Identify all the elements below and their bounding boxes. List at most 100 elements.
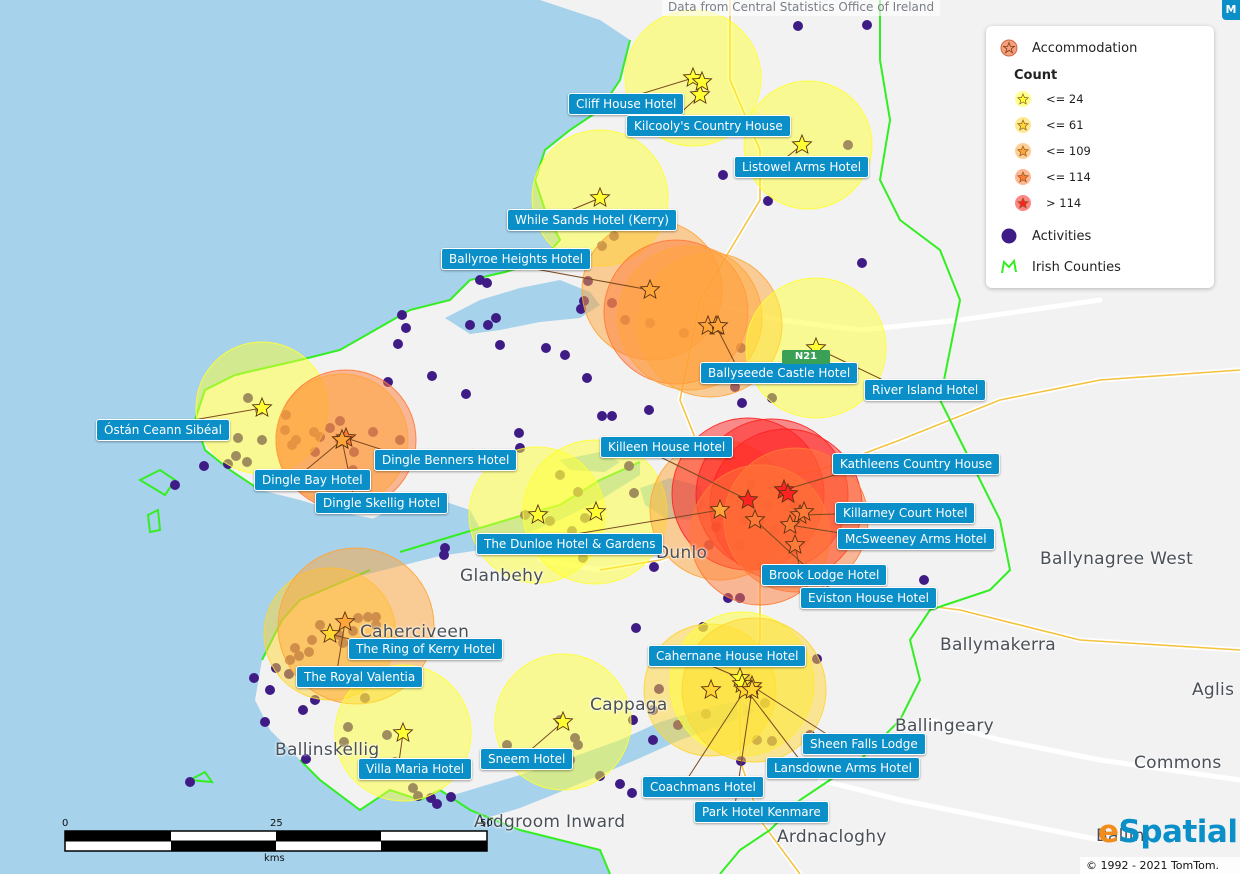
activity-point[interactable] (465, 320, 475, 330)
activity-point[interactable] (491, 313, 501, 323)
legend-item-accommodation[interactable]: Accommodation (998, 38, 1137, 58)
hotel-label[interactable]: Kilcooly's Country House (626, 115, 791, 137)
legend-class-item[interactable]: <= 24 (1012, 89, 1084, 109)
hotel-label[interactable]: Cliff House Hotel (568, 93, 685, 115)
activity-point[interactable] (483, 320, 493, 330)
hotel-label[interactable]: The Ring of Kerry Hotel (348, 638, 504, 660)
accommodation-star[interactable] (319, 622, 341, 644)
activity-point[interactable] (919, 575, 929, 585)
accommodation-star[interactable] (779, 513, 801, 535)
activity-point[interactable] (265, 685, 275, 695)
hotel-label[interactable]: Brook Lodge Hotel (761, 564, 888, 586)
activity-point[interactable] (649, 562, 659, 572)
legend-class-item[interactable]: <= 114 (1012, 167, 1091, 187)
activity-point[interactable] (393, 339, 403, 349)
hotel-label[interactable]: Dingle Skellig Hotel (315, 492, 449, 514)
accommodation-star[interactable] (689, 83, 711, 105)
activity-point[interactable] (199, 461, 209, 471)
accommodation-star[interactable] (251, 396, 273, 418)
activity-point[interactable] (482, 278, 492, 288)
hotel-label[interactable]: Kathleens Country House (832, 453, 1001, 475)
activity-point[interactable] (185, 777, 195, 787)
hotel-label[interactable]: The Royal Valentia (296, 666, 424, 688)
hotel-label[interactable]: Ballyseede Castle Hotel (700, 362, 859, 384)
hotel-label[interactable]: McSweeney Arms Hotel (837, 528, 995, 550)
accommodation-star[interactable] (784, 533, 806, 555)
activity-point[interactable] (427, 371, 437, 381)
hotel-label[interactable]: While Sands Hotel (Kerry) (507, 209, 677, 231)
legend-class-item[interactable]: > 114 (1012, 193, 1081, 213)
hotel-label[interactable]: Sheen Falls Lodge (802, 733, 926, 755)
activity-point[interactable] (718, 170, 728, 180)
map-menu-button[interactable]: M (1222, 0, 1240, 20)
accommodation-star[interactable] (777, 482, 799, 504)
hotel-label[interactable]: Lansdowne Arms Hotel (766, 757, 920, 779)
hotel-label[interactable]: Killeen House Hotel (600, 436, 734, 458)
hotel-label[interactable]: River Island Hotel (864, 379, 987, 401)
activity-point[interactable] (560, 350, 570, 360)
hotel-label[interactable]: Killarney Court Hotel (835, 502, 976, 524)
activity-point[interactable] (432, 799, 442, 809)
hotel-label[interactable]: Villa Maria Hotel (358, 758, 473, 780)
accommodation-star[interactable] (585, 500, 607, 522)
accommodation-star[interactable] (700, 678, 722, 700)
activity-point[interactable] (439, 550, 449, 560)
activity-point[interactable] (495, 340, 505, 350)
activity-point[interactable] (627, 788, 637, 798)
accommodation-star[interactable] (744, 508, 766, 530)
hotel-label[interactable]: Eviston House Hotel (800, 587, 937, 609)
place-label: Cappaga (590, 695, 668, 715)
activity-point[interactable] (249, 673, 259, 683)
legend-class-item[interactable]: <= 61 (1012, 115, 1084, 135)
activity-point[interactable] (597, 411, 607, 421)
accommodation-star[interactable] (737, 488, 759, 510)
activity-point[interactable] (862, 20, 872, 30)
activity-point[interactable] (607, 411, 617, 421)
activity-point[interactable] (514, 428, 524, 438)
activity-point[interactable] (631, 623, 641, 633)
accommodation-star[interactable] (392, 721, 414, 743)
accommodation-star[interactable] (639, 278, 661, 300)
activity-point[interactable] (763, 196, 773, 206)
accommodation-star[interactable] (334, 610, 356, 632)
activity-point[interactable] (170, 480, 180, 490)
accommodation-star[interactable] (589, 186, 611, 208)
hotel-label[interactable]: Óstán Ceann Sibéal (96, 419, 230, 441)
hotel-label[interactable]: Park Hotel Kenmare (694, 801, 829, 823)
accommodation-star[interactable] (709, 498, 731, 520)
hotel-label[interactable]: Ballyroe Heights Hotel (441, 248, 592, 270)
activity-point[interactable] (260, 717, 270, 727)
hotel-label[interactable]: Listowel Arms Hotel (734, 156, 870, 178)
activity-point[interactable] (397, 310, 407, 320)
activity-point[interactable] (541, 343, 551, 353)
activity-point[interactable] (615, 779, 625, 789)
legend-item-counties[interactable]: Irish Counties (998, 257, 1121, 277)
accommodation-star[interactable] (331, 428, 353, 450)
accommodation-star[interactable] (527, 503, 549, 525)
accommodation-star[interactable] (791, 133, 813, 155)
accommodation-star[interactable] (552, 710, 574, 732)
activity-point[interactable] (857, 258, 867, 268)
activity-point[interactable] (301, 754, 311, 764)
activity-point[interactable] (446, 792, 456, 802)
activity-point[interactable] (644, 405, 654, 415)
activity-point[interactable] (648, 735, 658, 745)
hotel-label[interactable]: The Dunloe Hotel & Gardens (476, 533, 664, 555)
hotel-label[interactable]: Sneem Hotel (480, 748, 574, 770)
activity-point[interactable] (401, 323, 411, 333)
activity-point[interactable] (793, 21, 803, 31)
accommodation-star[interactable] (741, 678, 763, 700)
hotel-label[interactable]: Coachmans Hotel (642, 776, 764, 798)
activity-point[interactable] (737, 398, 747, 408)
accommodation-star[interactable] (707, 314, 729, 336)
activity-point[interactable] (582, 373, 592, 383)
legend-item-activities[interactable]: Activities (998, 226, 1091, 246)
hotel-label[interactable]: Cahernane House Hotel (648, 645, 807, 667)
hotel-label[interactable]: Dingle Benners Hotel (374, 449, 518, 471)
accommodation-star[interactable] (691, 70, 713, 92)
activity-point[interactable] (298, 705, 308, 715)
activity-point[interactable] (461, 389, 471, 399)
hotel-label[interactable]: Dingle Bay Hotel (254, 469, 371, 491)
legend-class-item[interactable]: <= 109 (1012, 141, 1091, 161)
accommodation-star[interactable] (793, 500, 815, 522)
